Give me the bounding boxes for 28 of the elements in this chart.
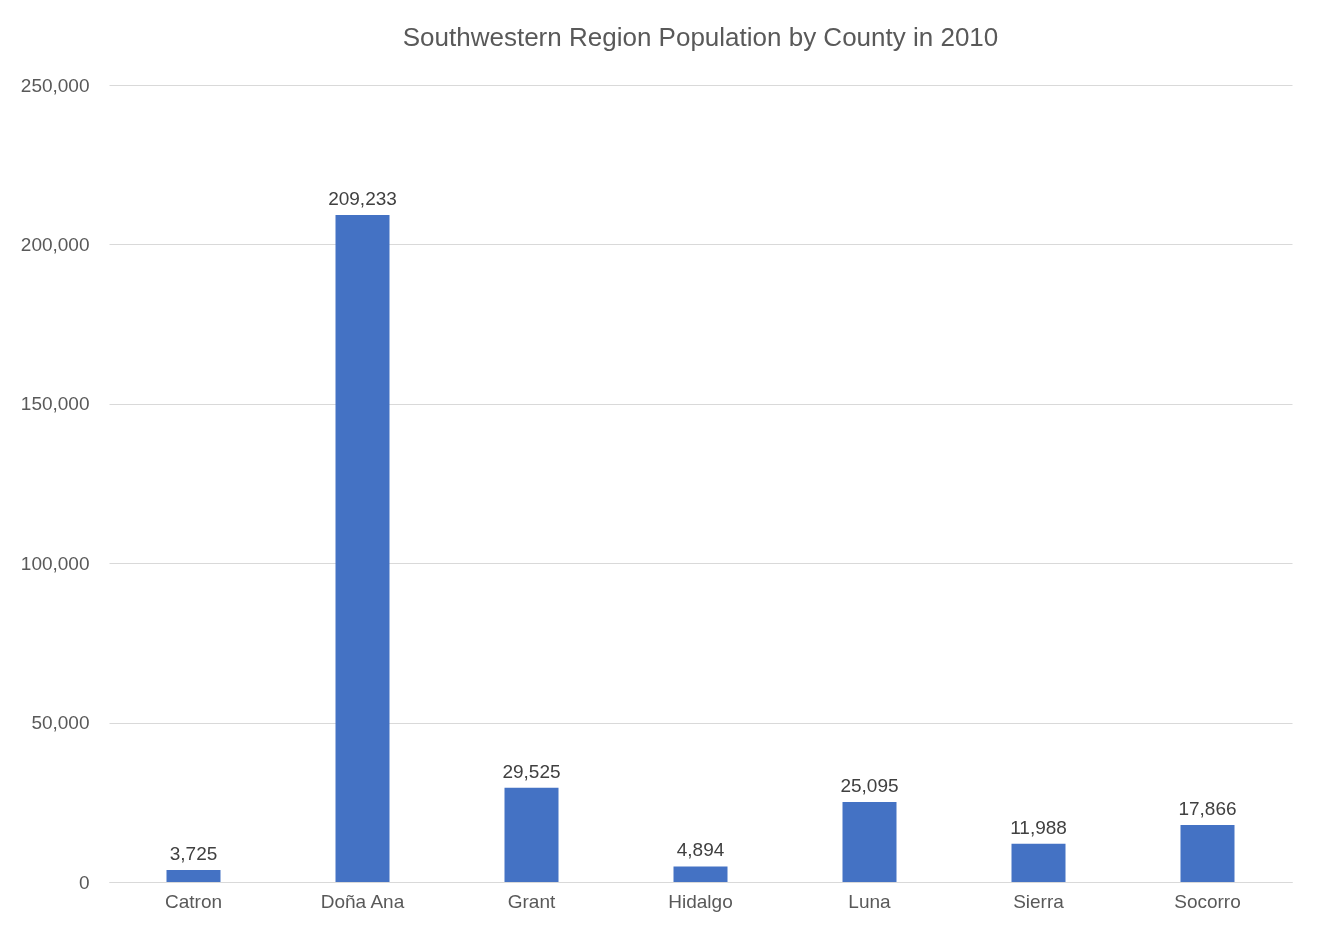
bar [1180,825,1235,882]
y-tick-label: 250,000 [20,74,90,96]
chart-title: Southwestern Region Population by County in 2010 [402,22,999,52]
bar [166,870,221,882]
bar [842,802,897,882]
data-label: 11,988 [1010,816,1067,838]
data-label: 25,095 [840,775,899,796]
bar [673,866,728,882]
x-tick-label: Luna [848,890,892,912]
y-tick-label: 50,000 [31,712,90,734]
y-tick-label: 200,000 [20,233,90,255]
bar [504,787,559,882]
x-tick-label: Socorro [1174,890,1241,912]
data-label: 209,233 [328,187,397,209]
x-tick-label: Catron [164,890,223,912]
bar [335,214,390,882]
x-tick-label: Grant [507,890,556,912]
data-label: 17,866 [1178,798,1237,820]
x-tick-label: Doña Ana [320,890,405,912]
bar [1011,843,1066,882]
data-label: 4,894 [676,839,725,861]
x-tick-label: Hidalgo [668,890,733,912]
y-tick-label: 150,000 [20,393,90,415]
y-tick-label: 0 [78,871,90,893]
y-tick-label: 100,000 [20,552,90,574]
data-label: 29,525 [502,760,561,782]
data-label: 3,725 [169,843,218,865]
x-tick-label: Sierra [1013,890,1065,912]
